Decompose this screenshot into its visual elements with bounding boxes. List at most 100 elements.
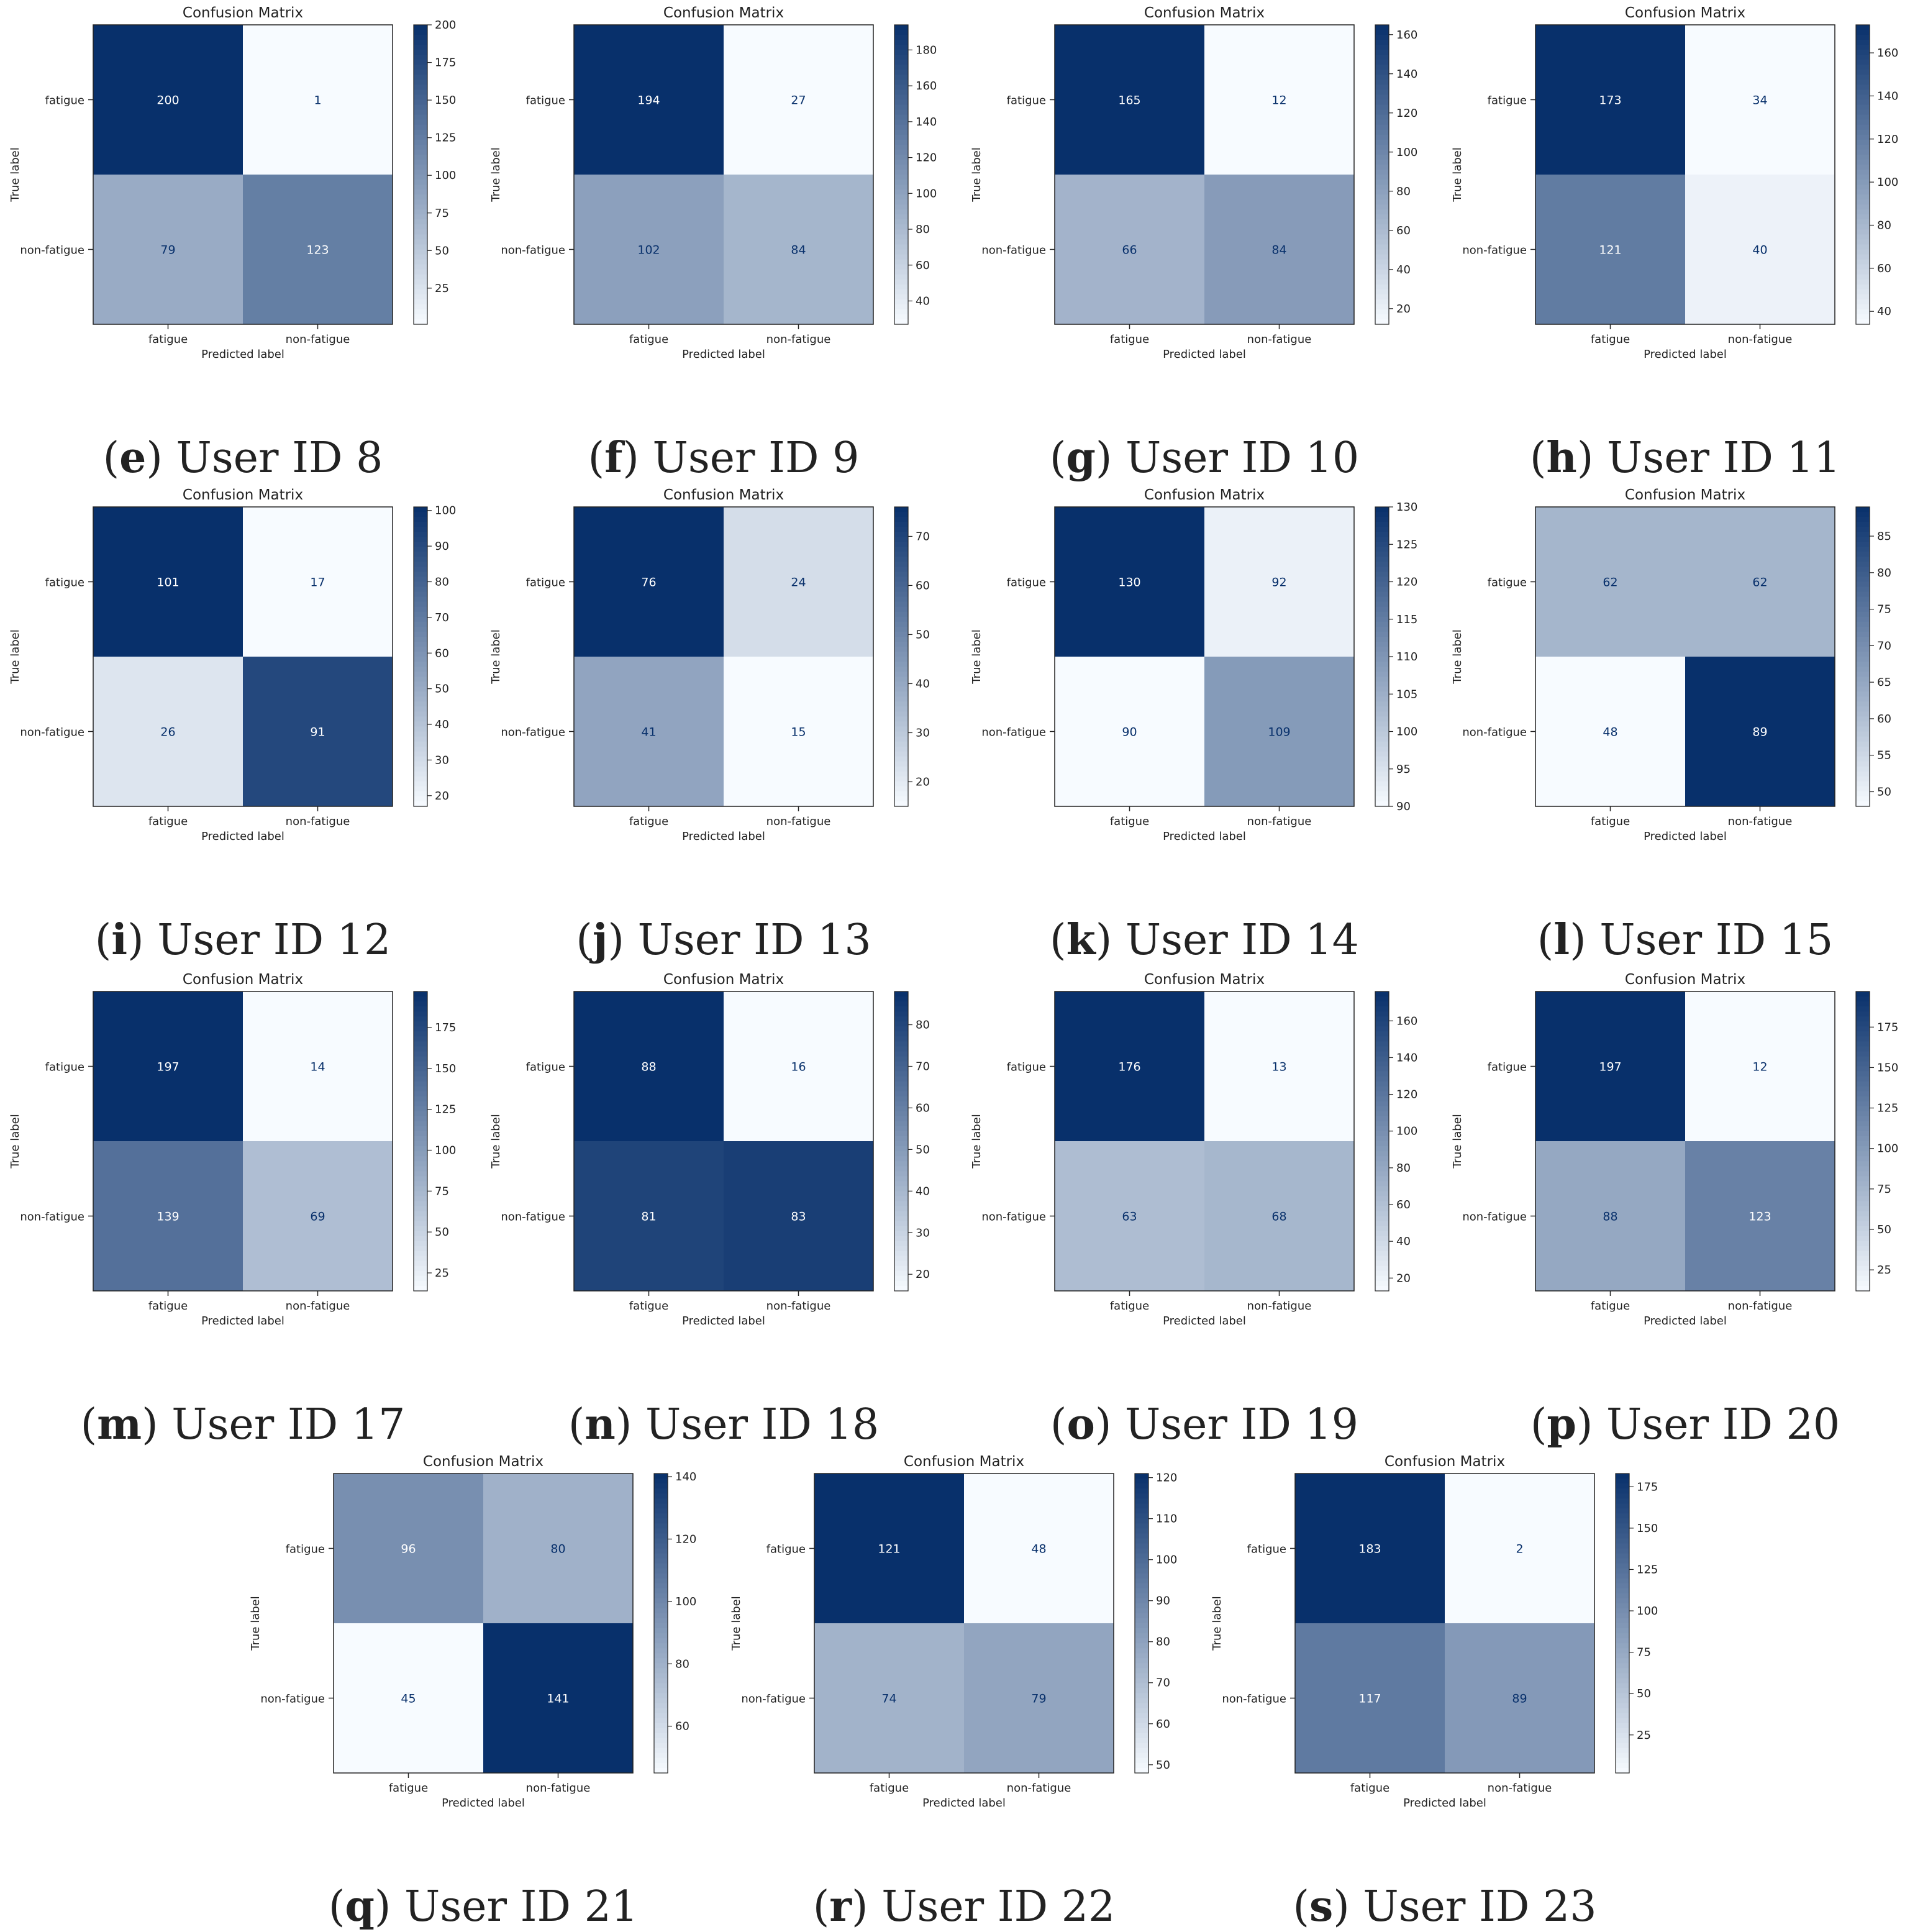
colorbar-segment xyxy=(1375,1206,1389,1212)
colorbar-tick-label: 80 xyxy=(1396,185,1411,198)
colorbar-segment xyxy=(894,1106,908,1112)
panel-h: Confusion Matrix 173 34 121 40 fatigue non-fat… xyxy=(1451,5,1898,483)
colorbar-tick-label: 100 xyxy=(1877,1142,1898,1155)
colorbar-segment xyxy=(1375,1270,1389,1277)
colorbar-segment xyxy=(414,154,427,160)
colorbar-segment xyxy=(1856,557,1870,562)
colorbar-segment xyxy=(1856,751,1870,757)
colorbar-segment xyxy=(1856,194,1870,200)
colorbar-segment xyxy=(654,1743,668,1749)
colorbar-segment xyxy=(894,1096,908,1102)
y-tick-label: fatigue xyxy=(45,1061,84,1074)
colorbar-segment xyxy=(1375,761,1389,767)
colorbar-segment xyxy=(894,249,908,255)
colorbar-segment xyxy=(654,1723,668,1729)
colorbar-segment xyxy=(1616,1668,1629,1674)
colorbar-segment xyxy=(414,686,427,692)
colorbar-segment xyxy=(414,30,427,35)
colorbar-segment xyxy=(1375,284,1389,290)
colorbar-segment xyxy=(414,766,427,772)
colorbar-segment xyxy=(1135,1633,1148,1639)
colorbar-segment xyxy=(1135,1598,1148,1604)
colorbar-frame xyxy=(894,991,909,1292)
colorbar-segment xyxy=(414,180,427,185)
colorbar-segment xyxy=(894,164,908,170)
colorbar-segment xyxy=(1616,1523,1629,1529)
colorbar-segment xyxy=(1616,1538,1629,1544)
x-tick-label: fatigue xyxy=(629,815,668,828)
colorbar-tick-label: 125 xyxy=(1637,1563,1658,1576)
colorbar-segment xyxy=(1375,601,1389,608)
colorbar-segment xyxy=(1856,124,1870,130)
colorbar-segment xyxy=(1616,1608,1629,1614)
colorbar-segment xyxy=(1616,1723,1629,1729)
colorbar-segment xyxy=(894,1101,908,1107)
x-tick-label: fatigue xyxy=(1110,333,1149,346)
colorbar-segment xyxy=(894,562,908,567)
panel-title: Confusion Matrix xyxy=(1385,1454,1505,1470)
colorbar-segment xyxy=(414,751,427,757)
colorbar-segment xyxy=(654,1528,668,1534)
matrix-cell xyxy=(574,991,724,1141)
colorbar-segment xyxy=(414,711,427,717)
colorbar-segment xyxy=(1856,801,1870,807)
y-tick-label: fatigue xyxy=(1488,94,1527,107)
colorbar-segment xyxy=(1375,1031,1389,1037)
cell-value: 194 xyxy=(637,94,660,107)
colorbar-segment xyxy=(654,1548,668,1554)
colorbar-segment xyxy=(414,65,427,70)
colorbar-segment xyxy=(1375,572,1389,578)
colorbar-segment xyxy=(414,1136,427,1142)
colorbar-tick-label: 120 xyxy=(1396,107,1417,120)
colorbar-segment xyxy=(1375,1280,1389,1287)
matrix-cell xyxy=(1535,25,1685,175)
colorbar-tick-label: 80 xyxy=(1877,567,1891,580)
colorbar-segment xyxy=(1375,657,1389,662)
colorbar-segment xyxy=(414,512,427,517)
colorbar-tick-label: 50 xyxy=(1156,1759,1170,1772)
colorbar-segment xyxy=(1856,159,1870,165)
colorbar-segment xyxy=(654,1728,668,1734)
matrix-frame xyxy=(93,991,393,1292)
colorbar-segment xyxy=(1616,1703,1629,1709)
colorbar-segment xyxy=(1856,572,1870,578)
colorbar-segment xyxy=(1856,1001,1870,1007)
colorbar-segment xyxy=(414,199,427,205)
colorbar-segment xyxy=(1375,741,1389,747)
colorbar-frame xyxy=(1615,1473,1630,1774)
y-tick-label: non-fatigue xyxy=(20,244,84,257)
colorbar-segment xyxy=(1135,1678,1148,1684)
x-tick-label: fatigue xyxy=(1350,1782,1389,1795)
colorbar-segment xyxy=(414,229,427,235)
colorbar-segment xyxy=(414,284,427,290)
colorbar-tick-label: 25 xyxy=(435,1267,449,1280)
colorbar-tick-label: 40 xyxy=(435,718,449,731)
colorbar-segment xyxy=(894,1171,908,1177)
caption-text: ) User ID 20 xyxy=(1576,1400,1840,1449)
colorbar-segment xyxy=(1856,129,1870,135)
matrix-cell xyxy=(1535,991,1685,1141)
colorbar-segment xyxy=(894,616,908,622)
colorbar-segment xyxy=(894,681,908,687)
colorbar-segment xyxy=(1856,139,1870,145)
cell-value: 12 xyxy=(1752,1060,1767,1074)
colorbar-segment xyxy=(1856,507,1870,513)
colorbar-segment xyxy=(894,601,908,608)
colorbar-segment xyxy=(1856,269,1870,275)
colorbar-segment xyxy=(654,1603,668,1609)
colorbar-segment xyxy=(1856,641,1870,647)
colorbar-segment xyxy=(414,776,427,782)
colorbar-segment xyxy=(414,1275,427,1282)
colorbar-tick-label: 50 xyxy=(1877,1223,1891,1236)
colorbar-segment xyxy=(1856,1056,1870,1062)
colorbar-segment xyxy=(1856,204,1870,210)
colorbar-segment xyxy=(1856,1031,1870,1037)
colorbar-segment xyxy=(1375,726,1389,732)
colorbar-segment xyxy=(1616,1643,1629,1649)
colorbar-segment xyxy=(414,119,427,125)
cell-value: 183 xyxy=(1358,1542,1381,1556)
colorbar-segment xyxy=(1375,164,1389,170)
colorbar-tick-label: 70 xyxy=(435,611,449,624)
colorbar-segment xyxy=(1135,1623,1148,1629)
colorbar-segment xyxy=(1856,1285,1870,1292)
